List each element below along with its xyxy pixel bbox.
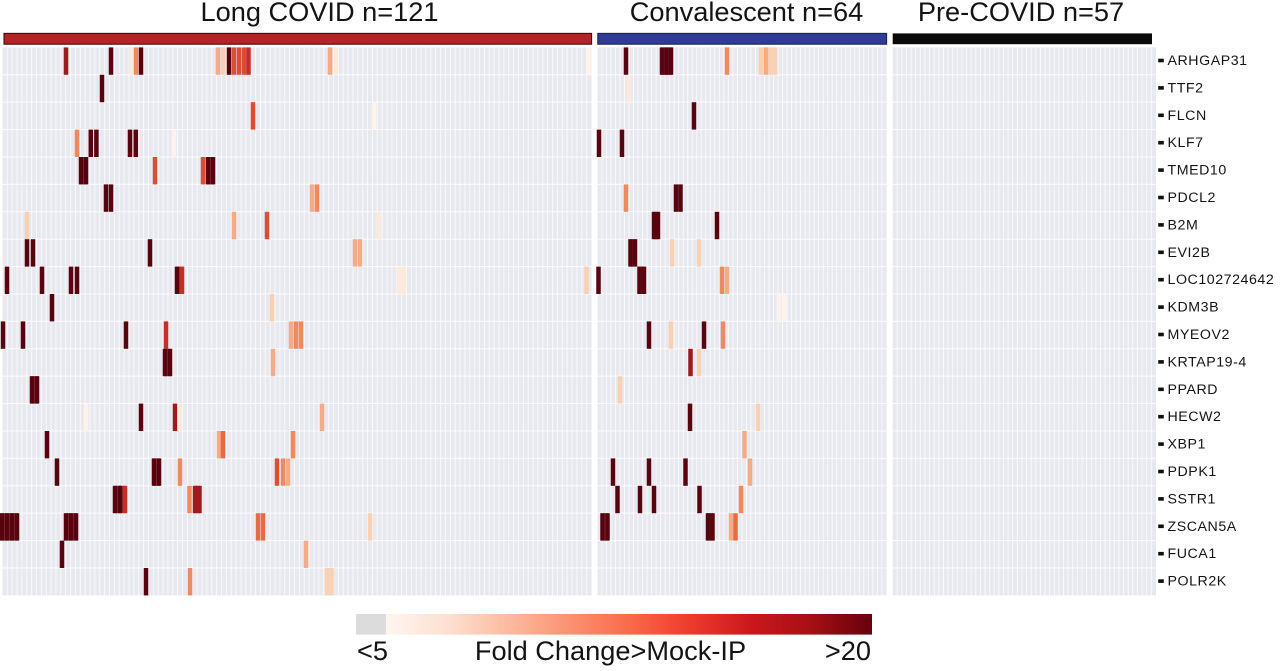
svg-text:Pre-COVID n=57: Pre-COVID n=57 — [918, 0, 1124, 27]
svg-text:FLCN: FLCN — [1168, 108, 1207, 124]
svg-text:TMED10: TMED10 — [1168, 163, 1227, 179]
svg-text:KDM3B: KDM3B — [1168, 300, 1220, 316]
svg-text:PPARD: PPARD — [1168, 382, 1219, 398]
svg-text:ARHGAP31: ARHGAP31 — [1168, 53, 1248, 69]
svg-text:TTF2: TTF2 — [1168, 80, 1204, 96]
svg-text:Long COVID n=121: Long COVID n=121 — [200, 0, 438, 27]
svg-text:HECW2: HECW2 — [1168, 409, 1222, 425]
svg-text:FUCA1: FUCA1 — [1168, 546, 1217, 562]
svg-text:XBP1: XBP1 — [1168, 437, 1206, 453]
svg-text:KLF7: KLF7 — [1168, 135, 1204, 151]
svg-text:>20: >20 — [825, 635, 871, 666]
svg-text:MYEOV2: MYEOV2 — [1168, 327, 1230, 343]
svg-text:ZSCAN5A: ZSCAN5A — [1168, 519, 1237, 535]
svg-text:PDCL2: PDCL2 — [1168, 190, 1217, 206]
svg-text:Fold Change>Mock-IP: Fold Change>Mock-IP — [475, 635, 746, 666]
svg-text:KRTAP19-4: KRTAP19-4 — [1168, 354, 1247, 370]
svg-text:PDPK1: PDPK1 — [1168, 464, 1217, 480]
svg-text:Convalescent n=64: Convalescent n=64 — [630, 0, 864, 27]
svg-text:LOC102724642: LOC102724642 — [1168, 272, 1275, 288]
svg-text:<5: <5 — [357, 635, 388, 666]
svg-text:SSTR1: SSTR1 — [1168, 491, 1216, 507]
svg-text:EVI2B: EVI2B — [1168, 245, 1211, 261]
svg-text:POLR2K: POLR2K — [1168, 574, 1227, 590]
svg-text:B2M: B2M — [1168, 217, 1199, 233]
